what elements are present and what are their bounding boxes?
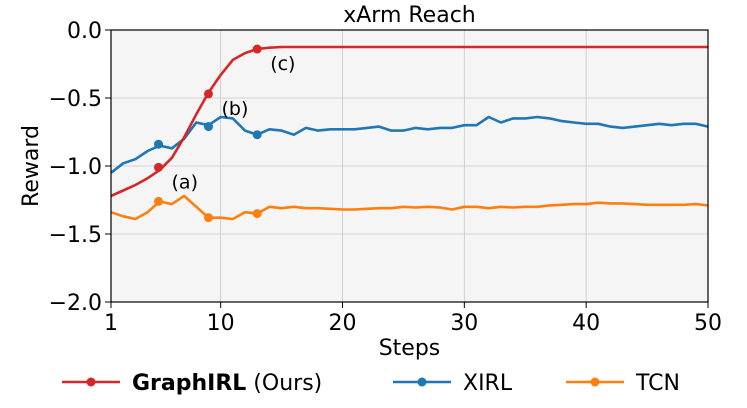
series-marker [154,162,164,172]
y-tick-label: 0.0 [67,19,102,44]
series-marker [203,122,213,132]
legend-label-rest: XIRL [463,371,513,396]
x-tick-label: 50 [694,311,722,336]
x-tick-label: 10 [207,311,235,336]
legend-label-rest: TCN [635,371,680,396]
y-axis-title: Reward [19,125,44,207]
y-tick-label: −2.0 [49,291,102,316]
legend-label-rest: (Ours) [246,371,322,396]
series-marker [203,213,213,223]
legend-label-bold: GraphIRL [132,371,246,396]
legend-label: TCN [635,371,680,396]
legend-marker [417,377,427,387]
y-tick-label: −0.5 [49,87,102,112]
x-tick-label: 30 [450,311,478,336]
y-tick-label: −1.5 [49,223,102,248]
x-tick-label: 40 [572,311,600,336]
series-layer: (a) (b) (c) [110,44,709,223]
series-marker [252,44,262,54]
series-marker [154,196,164,206]
legend-label: XIRL [463,371,513,396]
point-annotation: (b) [221,98,248,120]
point-annotation: (a) [172,171,198,193]
legend-label: GraphIRL (Ours) [132,371,322,396]
y-tick-label: −1.0 [49,155,102,180]
series-line-0 [110,45,708,198]
x-tick-label: 20 [328,311,356,336]
legend-marker [86,377,96,387]
x-tick-label: 1 [104,311,118,336]
point-annotation: (c) [270,53,295,75]
series-marker [252,130,262,140]
chart-title: xArm Reach [343,3,476,28]
series-marker [154,139,164,149]
legend: GraphIRL (Ours) XIRL TCN [62,371,680,396]
axis-ticks: 1 10 20 30 40 50 0.0 −0.5 −1.0 −1.5 −2.0 [49,19,722,336]
series-marker [203,89,213,99]
legend-marker [590,377,600,387]
series-marker [252,209,262,219]
x-axis-title: Steps [379,336,441,361]
